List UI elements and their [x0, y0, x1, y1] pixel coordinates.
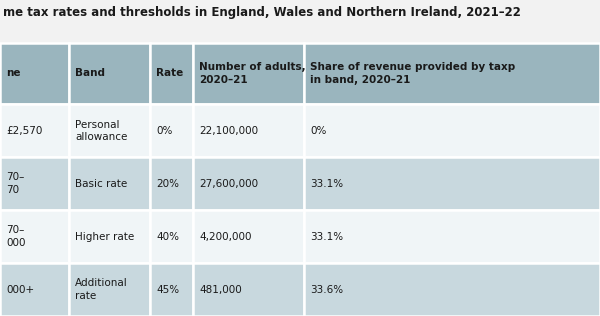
Text: 33.1%: 33.1%	[310, 232, 343, 242]
Text: Number of adults,
2020–21: Number of adults, 2020–21	[199, 62, 306, 85]
Bar	[304, 210, 600, 263]
Text: me tax rates and thresholds in England, Wales and Northern Ireland, 2021–22: me tax rates and thresholds in England, …	[3, 6, 521, 19]
Text: 40%: 40%	[156, 232, 179, 242]
Bar	[0, 263, 69, 316]
Text: 0%: 0%	[156, 126, 172, 136]
Text: 481,000: 481,000	[199, 284, 242, 295]
Text: Higher rate: Higher rate	[75, 232, 134, 242]
Bar	[69, 43, 150, 104]
Text: 0%: 0%	[310, 126, 326, 136]
Bar	[0, 43, 69, 104]
Bar	[69, 157, 150, 210]
Bar	[0, 0, 600, 43]
Bar	[193, 210, 304, 263]
Text: 33.6%: 33.6%	[310, 284, 343, 295]
Bar	[304, 263, 600, 316]
Text: 000+: 000+	[6, 284, 34, 295]
Text: 70–
000: 70– 000	[6, 225, 25, 248]
Bar	[0, 104, 69, 157]
Bar	[150, 43, 193, 104]
Bar	[193, 157, 304, 210]
Text: 22,100,000: 22,100,000	[199, 126, 259, 136]
Bar	[69, 263, 150, 316]
Text: 33.1%: 33.1%	[310, 179, 343, 189]
Text: Share of revenue provided by taxp
in band, 2020–21: Share of revenue provided by taxp in ban…	[310, 62, 515, 85]
Text: Additional
rate: Additional rate	[75, 278, 128, 301]
Bar	[304, 104, 600, 157]
Text: Rate: Rate	[156, 69, 183, 78]
Bar	[69, 210, 150, 263]
Text: ne: ne	[6, 69, 20, 78]
Bar	[0, 157, 69, 210]
Text: 20%: 20%	[156, 179, 179, 189]
Text: Band: Band	[75, 69, 105, 78]
Text: £2,570: £2,570	[6, 126, 43, 136]
Bar	[150, 157, 193, 210]
Bar	[304, 157, 600, 210]
Text: 70–
70: 70– 70	[6, 173, 25, 195]
Bar	[193, 104, 304, 157]
Bar	[150, 104, 193, 157]
Text: 4,200,000: 4,200,000	[199, 232, 252, 242]
Bar	[304, 43, 600, 104]
Text: 45%: 45%	[156, 284, 179, 295]
Text: Personal
allowance: Personal allowance	[75, 119, 127, 142]
Bar	[69, 104, 150, 157]
Text: Basic rate: Basic rate	[75, 179, 127, 189]
Bar	[193, 43, 304, 104]
Bar	[150, 263, 193, 316]
Text: 27,600,000: 27,600,000	[199, 179, 259, 189]
Bar	[0, 210, 69, 263]
Bar	[150, 210, 193, 263]
Bar	[193, 263, 304, 316]
